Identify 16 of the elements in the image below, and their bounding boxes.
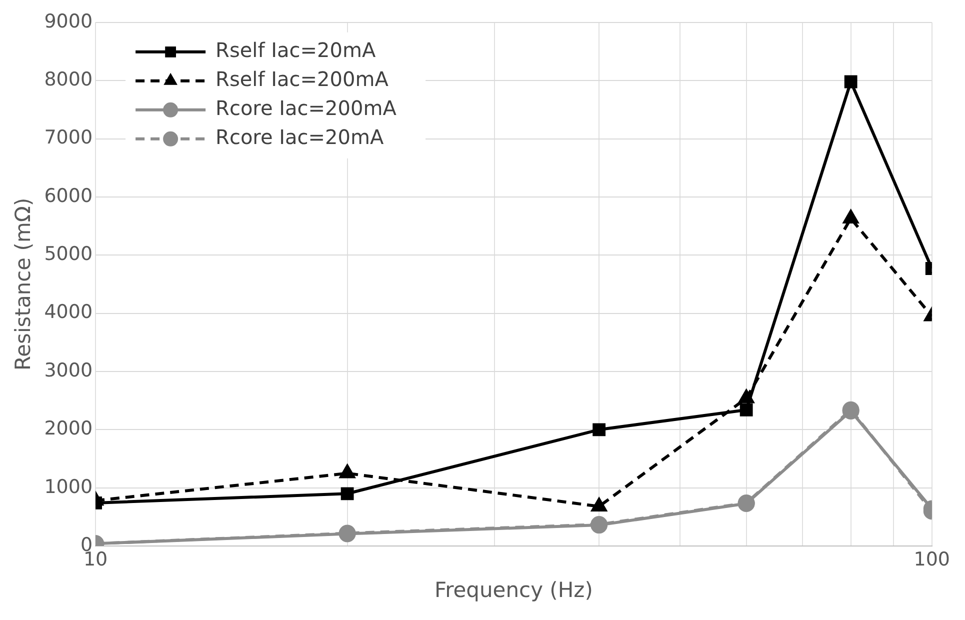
x-tick-label: 100 — [914, 548, 950, 570]
y-tick-label: 1000 — [44, 476, 93, 498]
y-axis-title: Resistance (mΩ) — [11, 198, 36, 371]
y-tick-label: 3000 — [44, 359, 93, 382]
y-tick-label: 5000 — [44, 243, 93, 266]
legend-label: Rcore Iac=20mA — [216, 125, 384, 150]
x-axis-title: Frequency (Hz) — [434, 578, 593, 602]
legend-label: Rself Iac=200mA — [216, 67, 389, 92]
legend-label: Rself Iac=20mA — [216, 38, 376, 62]
y-tick-label: 6000 — [44, 184, 93, 207]
y-tick-label: 8000 — [44, 68, 93, 91]
y-tick-label: 4000 — [44, 301, 93, 324]
y-tick-label: 7000 — [44, 126, 93, 149]
legend-label: Rcore Iac=200mA — [216, 96, 397, 120]
y-tick-label: 9000 — [44, 10, 93, 32]
y-tick-label: 2000 — [44, 418, 93, 440]
